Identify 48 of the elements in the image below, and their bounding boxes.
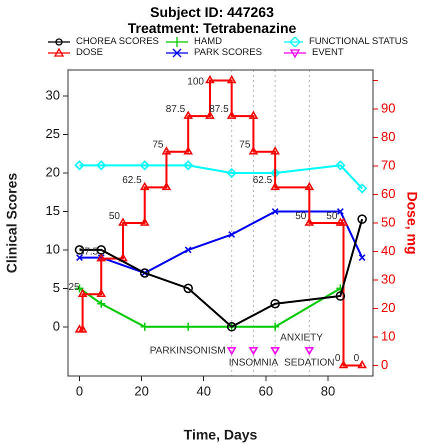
x-axis-title: Time, Days <box>184 426 258 442</box>
y-tick-label: 0 <box>52 318 60 334</box>
y-tick-label: 5 <box>52 280 60 295</box>
chart-title: Subject ID: 447263 <box>149 4 275 20</box>
x-tick-label: 20 <box>134 383 149 398</box>
y-tick-label: 30 <box>46 88 60 103</box>
y2-axis-title: Dose, mg <box>404 191 421 255</box>
y2-tick-label: 30 <box>381 272 396 287</box>
data-label: 62.5 <box>122 175 142 186</box>
y-tick-label: 25 <box>46 126 60 142</box>
y2-tick-label: 60 <box>381 186 396 202</box>
data-label: PARKINSONISM <box>150 346 226 357</box>
y2-tick-label: 10 <box>381 328 396 344</box>
y2-tick-label: 80 <box>381 129 396 144</box>
data-label: 0 <box>354 353 360 364</box>
legend-label: HAMD <box>194 36 222 47</box>
data-label: 50 <box>326 210 338 222</box>
data-label: 62.5 <box>252 175 273 186</box>
y2-tick-label: 70 <box>381 158 396 173</box>
y-axis-title: Clinical Scores <box>3 172 20 274</box>
y2-tick-label: 20 <box>381 300 396 316</box>
data-label: ANXIETY <box>280 332 324 344</box>
legend-label: FUNCTIONAL STATUS <box>308 36 408 47</box>
y2-tick-label: 90 <box>381 100 396 116</box>
x-tick-label: 40 <box>196 383 211 398</box>
y2-tick-label: 50 <box>381 214 396 230</box>
data-label: SEDATION <box>284 358 335 369</box>
data-label: 75 <box>239 140 251 151</box>
y-tick-label: 10 <box>46 241 60 256</box>
data-label: 0 <box>334 353 341 364</box>
data-label: 50 <box>295 210 307 222</box>
legend-label: EVENT <box>312 47 344 58</box>
data-label: 100 <box>187 76 204 88</box>
x-tick-label: 0 <box>76 383 84 398</box>
x-tick-label: 60 <box>258 383 274 398</box>
x-tick-label: 80 <box>320 383 336 398</box>
data-label: 87.5 <box>166 104 186 115</box>
data-label: 75 <box>152 140 164 151</box>
legend-label: PARK SCORES <box>194 47 262 58</box>
y-tick-label: 20 <box>46 164 60 180</box>
data-label: 50 <box>108 210 120 222</box>
y-tick-label: 15 <box>46 203 60 218</box>
y2-tick-label: 0 <box>381 357 388 372</box>
chart-subtitle: Treatment: Tetrabenazine <box>126 20 298 36</box>
y2-tick-label: 40 <box>381 243 396 258</box>
legend-label: DOSE <box>76 47 103 58</box>
legend-label: CHOREA SCORES <box>76 36 159 47</box>
data-label: INSOMNIA <box>228 358 278 369</box>
